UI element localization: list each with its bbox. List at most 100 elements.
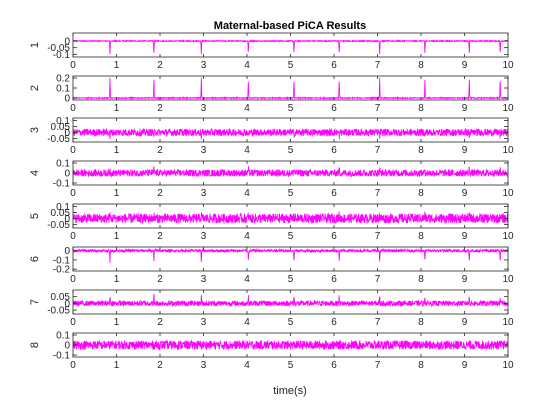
x-tick-label: 9 <box>462 360 468 371</box>
x-tick-label: 2 <box>157 60 163 71</box>
x-tick-label: 3 <box>201 274 207 285</box>
x-tick-label: 10 <box>502 145 514 156</box>
y-axis-label: 3 <box>29 127 41 133</box>
x-tick-label: 7 <box>375 103 381 114</box>
chart-title: Maternal-based PiCA Results <box>214 20 366 32</box>
y-axis-label: 1 <box>29 42 41 48</box>
x-tick-label: 6 <box>331 60 337 71</box>
y-tick-label: 0.1 <box>56 116 70 127</box>
x-tick-label: 1 <box>114 103 120 114</box>
x-tick-label: 8 <box>418 360 424 371</box>
x-tick-label: 6 <box>331 274 337 285</box>
x-tick-label: 5 <box>288 188 294 199</box>
x-tick-label: 6 <box>331 231 337 242</box>
x-tick-label: 4 <box>244 274 250 285</box>
y-tick-label: 0 <box>64 214 70 225</box>
x-tick-label: 8 <box>418 231 424 242</box>
x-tick-label: 3 <box>201 103 207 114</box>
x-tick-label: 5 <box>288 317 294 328</box>
y-tick-label: -0.1 <box>53 50 71 61</box>
x-tick-label: 0 <box>70 145 76 156</box>
x-tick-label: 7 <box>375 274 381 285</box>
series-line-7 <box>73 293 508 308</box>
x-tick-label: 3 <box>201 360 207 371</box>
x-tick-label: 2 <box>157 274 163 285</box>
x-tick-label: 5 <box>288 274 294 285</box>
x-tick-label: 9 <box>462 188 468 199</box>
x-tick-label: 0 <box>70 317 76 328</box>
x-tick-label: 2 <box>157 231 163 242</box>
y-tick-label: -0.05 <box>47 43 70 54</box>
x-tick-label: 10 <box>502 60 514 71</box>
subplot-7: 0 1 2 3 4 5 6 7 8 9 100.050-0.057 <box>29 289 514 328</box>
x-tick-label: 10 <box>502 317 514 328</box>
x-tick-label: 9 <box>462 60 468 71</box>
y-tick-label: 0.1 <box>56 159 70 170</box>
y-tick-label: 0.1 <box>56 84 70 95</box>
x-tick-label: 0 <box>70 103 76 114</box>
x-tick-label: 6 <box>331 145 337 156</box>
x-tick-label: 3 <box>201 317 207 328</box>
x-tick-label: 3 <box>201 60 207 71</box>
x-tick-label: 8 <box>418 317 424 328</box>
x-tick-label: 7 <box>375 145 381 156</box>
x-tick-label: 1 <box>114 317 120 328</box>
y-tick-label: -0.2 <box>53 265 71 276</box>
y-tick-label: 0.05 <box>51 292 71 303</box>
x-tick-label: 2 <box>157 145 163 156</box>
x-tick-label: 1 <box>114 60 120 71</box>
x-tick-label: 10 <box>502 103 514 114</box>
x-tick-label: 1 <box>114 360 120 371</box>
y-tick-label: 0 <box>64 128 70 139</box>
x-tick-label: 5 <box>288 360 294 371</box>
x-tick-label: 2 <box>157 317 163 328</box>
x-tick-label: 1 <box>114 274 120 285</box>
x-tick-label: 2 <box>157 188 163 199</box>
y-tick-label: -0.1 <box>53 255 71 266</box>
x-tick-label: 6 <box>331 188 337 199</box>
x-tick-label: 9 <box>462 274 468 285</box>
x-tick-label: 2 <box>157 360 163 371</box>
x-tick-label: 0 <box>70 231 76 242</box>
x-tick-label: 7 <box>375 60 381 71</box>
subplot-1: 0 1 2 3 4 5 6 7 8 9 10 0-0.05-0.1 1 <box>29 32 514 71</box>
panels-group: 0 1 2 3 4 5 6 7 8 9 100-0.05-0.110 1 2 3 4 5 6 7 8 9 100.20.… <box>29 32 514 372</box>
subplot-5: 0 1 2 3 4 5 6 7 8 9 100.10.050-0.055 <box>29 202 514 242</box>
series-line-6 <box>73 247 508 264</box>
subplot-4: 0 1 2 3 4 5 6 7 8 9 100.10-0.14 <box>29 159 514 200</box>
x-tick-label: 3 <box>201 231 207 242</box>
y-tick-label: 0.05 <box>51 122 71 133</box>
x-tick-label: 4 <box>244 231 250 242</box>
y-tick-label: 0.1 <box>56 331 70 342</box>
x-tick-label: 8 <box>418 145 424 156</box>
y-axis-label: 5 <box>29 213 41 219</box>
x-tick-label: 4 <box>244 360 250 371</box>
series-line-4 <box>73 165 508 178</box>
x-tick-label: 5 <box>288 103 294 114</box>
x-tick-label: 5 <box>288 145 294 156</box>
x-tick-label: 8 <box>418 60 424 71</box>
y-axis-label: 7 <box>29 299 41 305</box>
x-tick-label: 0 <box>70 274 76 285</box>
x-tick-label: 8 <box>418 274 424 285</box>
subplot-8: 0 1 2 3 4 5 6 7 8 9 100.10-0.18 <box>29 331 514 372</box>
y-tick-label: -0.1 <box>53 351 71 362</box>
x-tick-label: 7 <box>375 188 381 199</box>
y-tick-label: -0.05 <box>47 220 70 231</box>
x-tick-label: 0 <box>70 360 76 371</box>
y-tick-label: 0 <box>64 341 70 352</box>
y-tick-label: 0 <box>64 299 70 310</box>
x-tick-label: 6 <box>331 360 337 371</box>
x-tick-label: 1 <box>114 145 120 156</box>
subplot-2: 0 1 2 3 4 5 6 7 8 9 10 0.20.10 2 <box>29 74 514 115</box>
x-tick-label: 5 <box>288 60 294 71</box>
series-line-3 <box>73 127 508 140</box>
x-tick-label: 4 <box>244 317 250 328</box>
x-tick-label: 9 <box>462 103 468 114</box>
y-axis-label: 4 <box>29 170 41 176</box>
x-tick-label: 10 <box>502 360 514 371</box>
x-tick-label: 3 <box>201 145 207 156</box>
x-tick-label: 10 <box>502 188 514 199</box>
